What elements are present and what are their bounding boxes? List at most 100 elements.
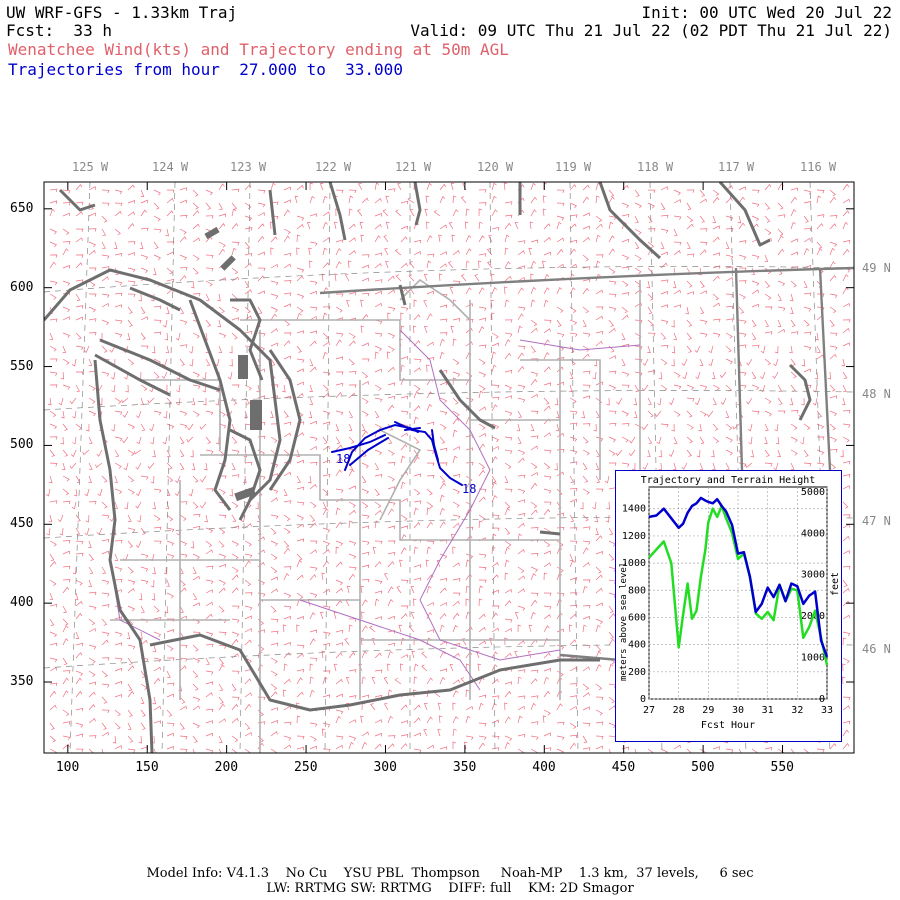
wind-barb <box>725 293 734 298</box>
wind-barb <box>543 667 551 672</box>
wind-barb <box>595 550 604 555</box>
wind-barb <box>179 553 188 558</box>
wind-barb <box>842 474 851 478</box>
wind-barb <box>426 391 433 399</box>
wind-barb <box>361 254 370 258</box>
wind-barb <box>153 228 162 233</box>
wind-barb <box>309 540 318 545</box>
wind-barb <box>517 640 525 646</box>
wind-barb <box>452 250 460 256</box>
wind-barb <box>127 748 136 753</box>
wind-barb <box>582 196 589 204</box>
wind-barb <box>660 202 666 210</box>
wind-barb <box>387 743 395 750</box>
wind-barb <box>711 449 715 458</box>
wind-barb <box>491 351 497 360</box>
wind-barb <box>478 287 485 295</box>
wind-barb <box>152 644 157 653</box>
wind-barb <box>322 642 331 647</box>
trajectory-marker-east: 18 <box>462 482 476 496</box>
wind-barb <box>202 384 207 393</box>
wind-barb <box>296 514 304 521</box>
wind-barb <box>413 564 421 568</box>
wind-barb <box>517 715 523 724</box>
wind-barb <box>478 735 487 740</box>
wind-barb <box>413 416 419 425</box>
wind-barb <box>231 449 240 455</box>
wind-barb <box>218 514 227 519</box>
wind-barb <box>400 579 409 584</box>
wind-barb <box>62 306 71 313</box>
wind-barb <box>530 327 538 334</box>
wind-barb <box>176 397 181 406</box>
wind-barb <box>606 397 610 406</box>
wind-barb <box>400 734 409 738</box>
wind-barb <box>361 731 369 737</box>
wind-barb <box>504 222 512 230</box>
wind-barb <box>517 287 524 295</box>
wind-barb <box>842 485 850 490</box>
wind-barb <box>122 410 129 418</box>
wind-barb <box>348 208 353 217</box>
wind-barb <box>257 275 265 282</box>
wind-barb <box>592 371 597 380</box>
wind-barb <box>517 325 523 334</box>
wind-barb <box>187 423 194 431</box>
wind-barb <box>452 417 460 425</box>
wind-barb <box>608 410 617 415</box>
wind-barb <box>361 475 367 483</box>
wind-barb <box>335 600 343 607</box>
wind-barb <box>491 195 497 204</box>
wind-barb <box>153 254 161 261</box>
wind-barb <box>491 527 500 532</box>
wind-barb <box>699 280 705 288</box>
wind-barb <box>764 449 770 457</box>
wind-barb <box>465 327 473 334</box>
latitude-label: 46 N <box>862 642 891 656</box>
wind-barb <box>114 436 123 442</box>
wind-barb <box>244 289 252 295</box>
wind-barb <box>712 436 720 444</box>
wind-barb <box>190 540 195 549</box>
wind-barb <box>374 501 382 509</box>
wind-barb <box>218 657 224 665</box>
wind-barb <box>694 397 701 406</box>
wind-barb <box>62 670 71 674</box>
wind-barb <box>491 342 499 347</box>
wind-barb <box>348 260 352 269</box>
wind-barb <box>153 748 157 753</box>
wind-barb <box>478 579 487 584</box>
wind-barb <box>438 273 443 282</box>
wind-barb <box>400 444 408 451</box>
wind-barb <box>348 520 353 529</box>
wind-barb <box>543 274 550 282</box>
wind-barb <box>205 410 214 416</box>
wind-barb <box>348 485 357 490</box>
wind-barb <box>101 604 110 608</box>
wind-barb <box>205 293 210 301</box>
wind-barb <box>400 498 408 503</box>
islands <box>204 226 262 502</box>
wind-barb <box>387 312 391 321</box>
wind-barb <box>621 238 630 243</box>
wind-barb <box>433 209 441 217</box>
wind-barb <box>764 331 773 335</box>
wind-barb <box>816 293 825 297</box>
wind-barb <box>517 313 524 321</box>
wind-barb <box>179 705 187 711</box>
wind-barb <box>257 549 265 555</box>
wind-barb <box>647 370 656 374</box>
wind-barb <box>400 395 409 400</box>
wind-barb <box>491 456 498 464</box>
wind-barb <box>647 202 655 209</box>
wind-barb <box>504 488 513 493</box>
inset-x-tick: 28 <box>673 705 685 716</box>
wind-barb <box>348 695 357 699</box>
wind-barb <box>322 351 328 360</box>
wind-barb <box>465 371 473 379</box>
wind-barb <box>606 501 610 510</box>
wind-barb <box>803 201 812 205</box>
wind-barb <box>134 449 142 455</box>
wind-barb <box>478 253 487 257</box>
wind-barb <box>62 500 71 505</box>
